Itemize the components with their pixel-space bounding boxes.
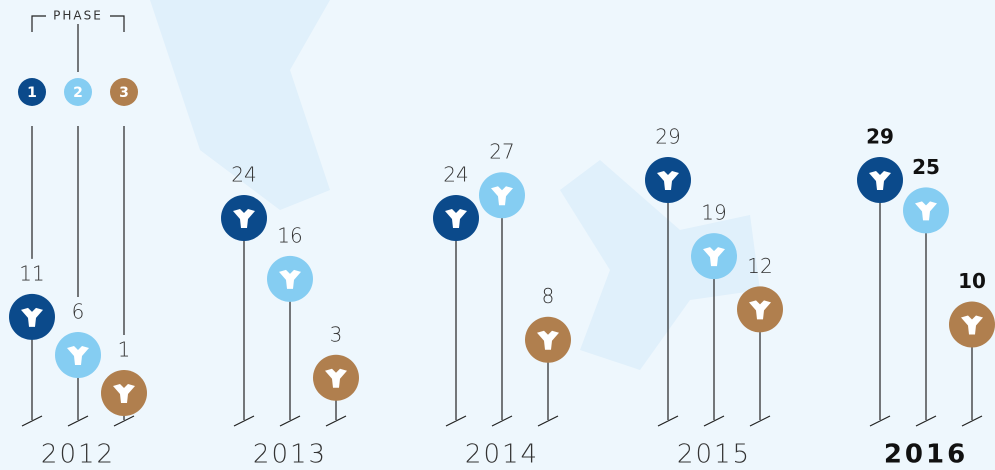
pin-icon	[233, 209, 255, 229]
x-tick-label: 2012	[41, 440, 115, 470]
pin-foot	[657, 415, 679, 427]
pin-icon	[537, 330, 559, 350]
pin-icon	[67, 345, 89, 365]
pin-foot	[703, 415, 725, 427]
legend-swatch	[18, 78, 46, 106]
pin-icon	[703, 247, 725, 267]
pin-icon	[325, 368, 347, 388]
legend-label: 2	[73, 85, 83, 101]
pin-foot	[325, 415, 347, 427]
data-label: 6	[72, 299, 85, 323]
pin-foot	[233, 415, 255, 427]
x-tick-label: 2013	[253, 440, 327, 470]
pin-foot	[491, 415, 513, 427]
pin-foot	[279, 415, 301, 427]
data-label: 3	[330, 322, 343, 346]
pin-icon	[749, 300, 771, 320]
pin-foot	[749, 415, 771, 427]
pin-foot	[869, 415, 891, 427]
pin-icon	[445, 209, 467, 229]
pin-foot	[537, 415, 559, 427]
data-label: 8	[542, 284, 555, 308]
data-label: 10	[958, 269, 986, 293]
x-tick-label: 2016	[884, 440, 968, 470]
x-tick-label: 2014	[465, 440, 539, 470]
pin-icon	[961, 315, 983, 335]
pin-foot	[67, 415, 89, 427]
data-label: 29	[655, 125, 680, 149]
data-label: 27	[489, 140, 514, 164]
pin-foot	[21, 415, 43, 427]
data-label: 29	[866, 125, 894, 149]
data-label: 11	[19, 261, 44, 285]
pin-foot	[113, 415, 135, 427]
data-label: 1	[118, 337, 131, 361]
data-label: 24	[231, 163, 256, 187]
x-tick-label: 2015	[677, 440, 751, 470]
pin-icon	[21, 307, 43, 327]
legend-swatch	[64, 78, 92, 106]
pin-foot	[961, 415, 983, 427]
pin-foot	[915, 415, 937, 427]
pin-icon	[869, 171, 891, 190]
pin-icon	[915, 201, 937, 221]
background-shapes	[70, 0, 760, 370]
pin-icon	[279, 269, 301, 289]
data-label: 25	[912, 155, 940, 179]
pin-icon	[491, 186, 513, 206]
pin-foot	[445, 415, 467, 427]
data-label: 12	[747, 254, 772, 278]
legend-label: 1	[27, 85, 37, 101]
pin-icon	[113, 383, 135, 403]
legend-swatch	[110, 78, 138, 106]
data-label: 24	[443, 163, 468, 187]
data-label: 19	[701, 201, 726, 225]
legend-label: 3	[119, 85, 129, 101]
pin-icon	[657, 171, 679, 190]
legend-title: PHASE	[53, 9, 103, 23]
legend-bracket	[31, 15, 125, 32]
data-label: 16	[277, 223, 302, 247]
